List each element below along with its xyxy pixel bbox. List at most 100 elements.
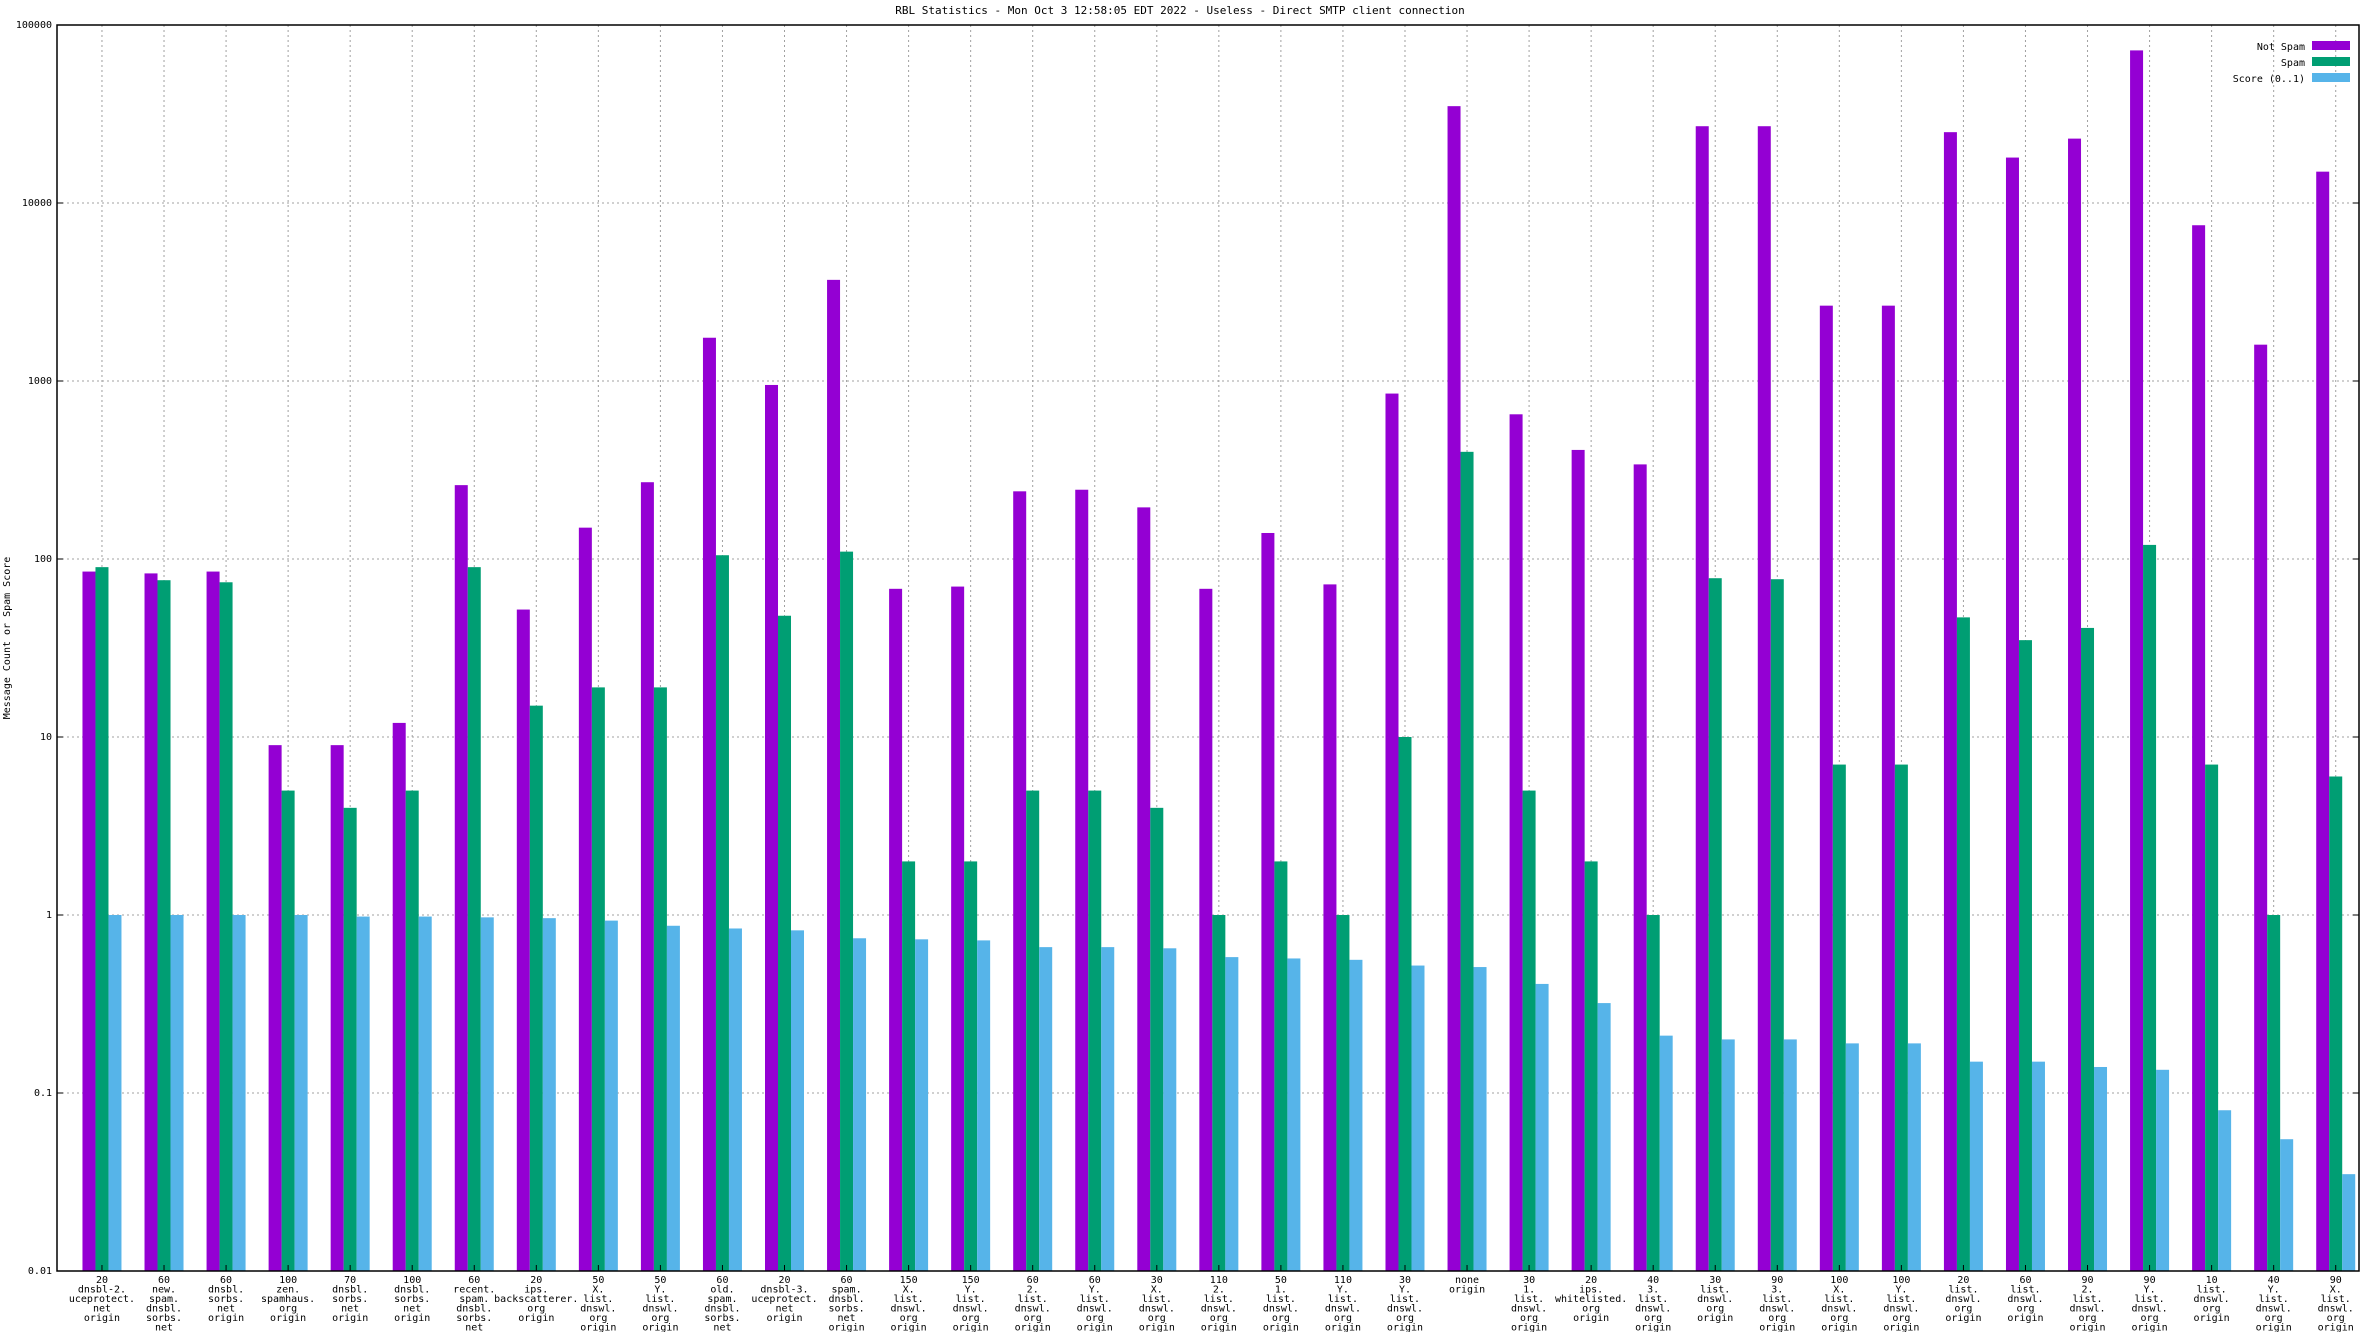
x-category-label-line: org <box>2327 1313 2345 1324</box>
x-category-label-line: uceprotect. <box>751 1294 817 1305</box>
x-category-label-line: uceprotect. <box>69 1294 135 1305</box>
bar-not-spam <box>1695 126 1709 1271</box>
x-category-label-line: old. <box>710 1285 734 1296</box>
x-category-label-line: dnswl. <box>2132 1304 2168 1315</box>
x-category-label-line: origin <box>1201 1323 1237 1332</box>
bar-spam <box>1956 617 1970 1271</box>
y-tick-label: 10 <box>40 732 52 743</box>
bar-score-0-1 <box>1039 947 1053 1271</box>
x-category-label-line: 110 <box>1334 1275 1352 1286</box>
x-category-label-line: X. <box>1151 1285 1163 1296</box>
x-category-label: 150 X. list. dnswl. org origin <box>891 1275 927 1332</box>
bar-score-0-1 <box>1783 1039 1797 1271</box>
bar-score-0-1 <box>1597 1003 1611 1271</box>
legend-swatch <box>2312 41 2350 50</box>
x-category-label-line: origin <box>84 1313 120 1324</box>
legend-swatch <box>2312 57 2350 66</box>
bars <box>82 50 2356 1272</box>
bar-not-spam <box>144 573 158 1271</box>
x-category-label-line: spam. <box>831 1285 861 1296</box>
x-category-label: 100 Y. list. dnswl. org origin <box>1883 1275 1919 1332</box>
bar-not-spam <box>702 337 716 1271</box>
bar-score-0-1 <box>2280 1139 2294 1271</box>
x-category-label-line: Y. <box>1895 1285 1907 1296</box>
x-category-label-line: 30 <box>1399 1275 1411 1286</box>
y-axis-label: Message Count or Spam Score <box>2 557 13 720</box>
x-category-label-line: sorbs. <box>208 1294 244 1305</box>
bar-spam <box>2267 915 2281 1271</box>
x-category-label-line: list. <box>1700 1285 1730 1296</box>
bar-not-spam <box>1323 584 1337 1271</box>
x-category-label-line: 150 <box>900 1275 918 1286</box>
x-category-label-line: org <box>1954 1304 1972 1315</box>
x-category-label-line: zen. <box>276 1285 300 1296</box>
bar-spam <box>1026 790 1040 1271</box>
x-category-label-line: list. <box>1514 1294 1544 1305</box>
x-category-label-line: org <box>651 1313 669 1324</box>
bar-not-spam <box>82 571 96 1271</box>
x-category-label-line: 1. <box>1275 1285 1287 1296</box>
x-category-label: 60 dnsbl. sorbs. net origin <box>208 1275 244 1324</box>
x-category-label-line: dnswl. <box>2256 1304 2292 1315</box>
x-category-label: 50 1. list. dnswl. org origin <box>1263 1275 1299 1332</box>
x-category-label-line: spamhaus. <box>261 1294 315 1305</box>
x-category-label-line: org <box>1334 1313 1352 1324</box>
x-category-label-line: 60 <box>158 1275 170 1286</box>
x-category-label-line: org <box>2141 1313 2159 1324</box>
x-category-label-line: backscatterer. <box>494 1294 578 1305</box>
x-category-label-line: origin <box>1573 1313 1609 1324</box>
y-tick-label: 0.01 <box>28 1266 52 1277</box>
x-category-label-line: net <box>403 1304 421 1315</box>
x-category-label: 90 3. list. dnswl. org origin <box>1759 1275 1795 1332</box>
x-category-label-line: 60 <box>1027 1275 1039 1286</box>
bar-spam <box>1088 790 1102 1271</box>
bar-spam <box>405 790 419 1271</box>
x-category-label-line: list. <box>1080 1294 1110 1305</box>
x-category-label: 100 X. list. dnswl. org origin <box>1821 1275 1857 1332</box>
bar-spam <box>840 551 854 1271</box>
x-category-label-line: dnswl. <box>1015 1304 1051 1315</box>
x-category-label-line: list. <box>2197 1285 2227 1296</box>
legend: Not Spam Spam Score (0..1) <box>2233 41 2350 85</box>
bar-not-spam <box>1881 305 1895 1271</box>
x-category-label-line: origin <box>580 1323 616 1332</box>
x-category-label-line: list. <box>1824 1294 1854 1305</box>
bar-score-0-1 <box>1349 959 1363 1271</box>
bar-score-0-1 <box>480 917 494 1271</box>
x-category-label-line: org <box>279 1304 297 1315</box>
bar-score-0-1 <box>666 925 680 1271</box>
x-category-label-line: origin <box>1263 1323 1299 1332</box>
bar-score-0-1 <box>791 930 805 1271</box>
x-category-label-line: origin <box>518 1313 554 1324</box>
x-category-label-line: list. <box>1638 1294 1668 1305</box>
x-category-label-line: org <box>1892 1313 1910 1324</box>
bar-spam <box>1708 578 1722 1271</box>
bar-score-0-1 <box>2342 1174 2356 1271</box>
x-category-label-line: sorbs. <box>704 1313 740 1324</box>
x-category-label-line: net <box>341 1304 359 1315</box>
bar-not-spam <box>454 485 468 1271</box>
x-category-label-line: org <box>1706 1304 1724 1315</box>
x-category-label: 90 X. list. dnswl. org origin <box>2318 1275 2354 1332</box>
bar-not-spam <box>951 586 965 1271</box>
bar-spam <box>1336 915 1350 1271</box>
x-category-label-line: 3. <box>1647 1285 1659 1296</box>
legend-swatch <box>2312 73 2350 82</box>
x-category-label: none origin <box>1449 1275 1485 1296</box>
x-category-label: 30 list. dnswl. org origin <box>1697 1275 1733 1324</box>
x-category-label-line: Y. <box>965 1285 977 1296</box>
x-category-label-line: 3. <box>1771 1285 1783 1296</box>
bar-spam <box>715 555 729 1271</box>
x-category-label: 90 2. list. dnswl. org origin <box>2069 1275 2105 1332</box>
x-category-label: 60 Y. list. dnswl. org origin <box>1077 1275 1113 1332</box>
x-category-label-line: X. <box>903 1285 915 1296</box>
x-category-label-line: 90 <box>2330 1275 2342 1286</box>
bar-spam <box>1460 451 1474 1271</box>
x-category-label-line: origin <box>394 1313 430 1324</box>
bar-score-0-1 <box>418 916 432 1271</box>
bar-spam <box>2205 764 2219 1271</box>
x-category-label-line: 110 <box>1210 1275 1228 1286</box>
bar-spam <box>529 705 543 1271</box>
bar-score-0-1 <box>1101 947 1115 1271</box>
